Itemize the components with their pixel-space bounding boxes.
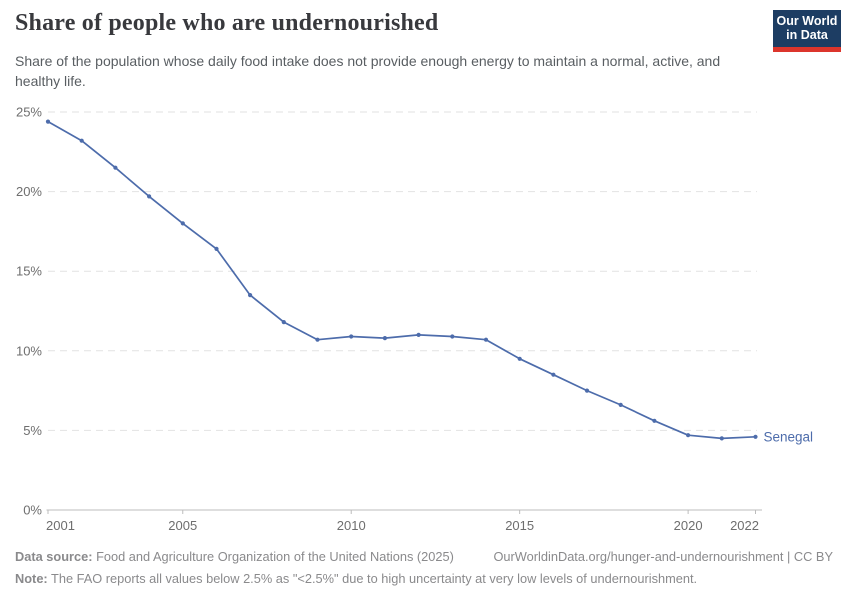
data-point	[652, 418, 657, 423]
data-point	[719, 436, 724, 441]
owid-logo-line1: Our World	[776, 14, 838, 28]
data-point	[382, 336, 387, 341]
chart-footer: Data source: Food and Agriculture Organi…	[15, 546, 833, 590]
footer-row-2: Note: The FAO reports all values below 2…	[15, 568, 833, 590]
data-point	[584, 388, 590, 393]
data-point	[113, 165, 118, 170]
line-chart-svg[interactable]: 0% 5% 10% 15% 20% 25% 2001 2005 2010 2015 2020 2022…	[0, 98, 850, 540]
owid-logo[interactable]: Our World in Data	[773, 10, 841, 52]
data-point	[753, 434, 758, 439]
note-label: Note:	[15, 571, 48, 586]
x-tick-label: 2005	[168, 518, 197, 533]
data-source-text: Data source: Food and Agriculture Organi…	[15, 546, 454, 568]
data-point	[349, 334, 354, 339]
series-end-label: Senegal	[764, 429, 814, 444]
data-point	[248, 293, 253, 298]
data-point	[281, 320, 286, 325]
y-tick-label: 15%	[16, 264, 42, 279]
data-point	[483, 337, 489, 342]
data-point	[517, 356, 522, 361]
data-point	[618, 402, 623, 407]
data-point	[79, 138, 84, 143]
data-point	[214, 246, 219, 251]
data-point	[551, 372, 556, 377]
y-tick-label: 5%	[23, 423, 42, 438]
y-tick-label: 25%	[16, 105, 42, 120]
data-point	[147, 194, 152, 199]
data-point	[45, 119, 51, 124]
series-line	[47, 120, 757, 440]
data-source-value: Food and Agriculture Organization of the…	[92, 549, 454, 564]
note-value: The FAO reports all values below 2.5% as…	[47, 571, 698, 586]
data-point	[315, 337, 320, 342]
x-tick-label: 2015	[505, 518, 534, 533]
data-point	[416, 332, 421, 337]
y-tick-label: 20%	[16, 184, 42, 199]
x-tick-label: 2022	[730, 518, 759, 533]
x-tick-label: 2001	[46, 518, 75, 533]
page-title: Share of people who are undernourished	[15, 10, 439, 36]
data-point	[686, 433, 691, 438]
y-tick-label: 10%	[16, 343, 42, 358]
footer-row-1: Data source: Food and Agriculture Organi…	[15, 546, 833, 568]
chart-subtitle: Share of the population whose daily food…	[15, 53, 721, 89]
x-tick-label: 2010	[337, 518, 366, 533]
note-text: Note: The FAO reports all values below 2…	[15, 568, 697, 590]
data-source-label: Data source:	[15, 549, 93, 564]
data-point	[450, 334, 455, 339]
owid-url-link[interactable]: OurWorldinData.org/hunger-and-undernouri…	[493, 549, 833, 564]
y-tick-label: 0%	[23, 503, 42, 518]
data-point	[180, 221, 185, 226]
x-tick-label: 2020	[674, 518, 703, 533]
owid-logo-line2: in Data	[786, 28, 828, 42]
